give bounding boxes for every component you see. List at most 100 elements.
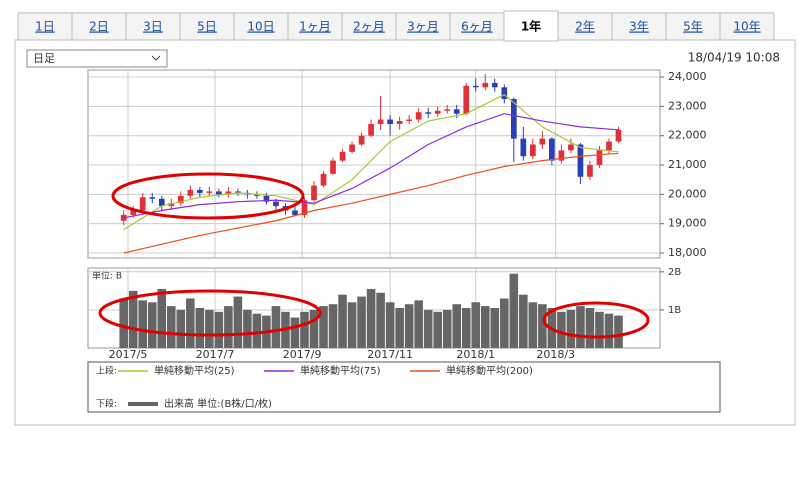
volume-bar <box>243 309 252 348</box>
candle-body <box>472 85 479 88</box>
tab-label[interactable]: 2ヶ月 <box>353 20 385 34</box>
candle-body <box>263 195 270 202</box>
volume-bar <box>442 309 452 348</box>
y-tick-label: 1B <box>668 305 681 316</box>
candle-body <box>463 85 470 114</box>
y-tick-label: 18,000 <box>668 246 707 259</box>
candle-body <box>377 119 384 124</box>
candle-body <box>577 144 584 177</box>
candle-body <box>196 189 203 193</box>
volume-bar <box>461 308 471 348</box>
y-tick-label: 2B <box>668 267 681 278</box>
candle-body <box>358 135 365 145</box>
candle-body <box>539 138 546 145</box>
timestamp: 18/04/19 10:08 <box>688 51 780 65</box>
candle-body <box>415 112 422 120</box>
x-tick-label: 2018/3 <box>536 348 575 361</box>
tab-label[interactable]: 2日 <box>89 20 109 34</box>
candle-body <box>510 99 517 139</box>
volume-bar <box>338 294 347 348</box>
price-pane <box>87 69 661 259</box>
tab[interactable] <box>665 12 721 41</box>
candle-body <box>339 151 346 161</box>
volume-bar <box>566 309 576 348</box>
volume-bar <box>490 308 500 348</box>
candle-body <box>216 191 222 195</box>
timeframe-select[interactable] <box>26 49 168 68</box>
volume-bar <box>300 311 309 348</box>
volume-bar <box>519 294 528 348</box>
x-tick-label: 2017/11 <box>367 348 413 361</box>
volume-bar <box>414 300 423 348</box>
tab-label[interactable]: 1年 <box>521 19 541 34</box>
tab[interactable] <box>557 12 613 41</box>
candle-body <box>158 198 165 207</box>
tab-label[interactable]: 2年 <box>575 20 595 34</box>
tab-label[interactable]: 3ヶ月 <box>407 20 439 34</box>
candle-body <box>501 87 508 100</box>
volume-bar <box>347 302 357 348</box>
volume-bar <box>119 298 128 348</box>
candle-body <box>349 144 355 152</box>
tab[interactable] <box>719 12 775 41</box>
legend-label: 出来高 単位:(B株/口/枚) <box>164 397 272 410</box>
tab[interactable] <box>233 12 289 41</box>
y-tick-label: 20,000 <box>668 187 707 200</box>
volume-bar <box>328 304 338 348</box>
legend-box <box>87 361 721 413</box>
volume-bar <box>357 296 366 348</box>
volume-bar <box>452 304 462 348</box>
tab[interactable] <box>71 12 127 41</box>
tab-label[interactable]: 10日 <box>247 20 274 34</box>
candle-body <box>311 185 317 201</box>
tab-label[interactable]: 1日 <box>35 20 55 34</box>
volume-bar <box>319 306 328 348</box>
candle-body <box>568 144 574 151</box>
candle-body <box>425 112 432 114</box>
y-tick-label: 24,000 <box>668 70 707 83</box>
volume-bar <box>595 311 604 348</box>
volume-bar <box>557 311 566 348</box>
candle-body <box>396 121 403 124</box>
tab[interactable] <box>179 12 235 41</box>
tab[interactable] <box>449 12 505 41</box>
legend-label: 単純移動平均(25) <box>154 364 235 377</box>
legend-upper-label: 上段: <box>96 365 117 377</box>
candle-body <box>235 191 241 193</box>
volume-bar <box>147 302 157 348</box>
candle-body <box>139 197 146 211</box>
tab[interactable] <box>341 12 397 41</box>
tab-label[interactable]: 1ヶ月 <box>299 20 331 34</box>
candle-body <box>596 150 603 166</box>
candle-body <box>520 138 527 157</box>
volume-unit: 単位: B <box>92 270 122 282</box>
tab-label[interactable]: 3日 <box>143 20 163 34</box>
tab[interactable] <box>287 12 343 41</box>
candle-body <box>406 119 413 122</box>
tab-label[interactable]: 10年 <box>733 20 760 34</box>
annotation-ellipse <box>98 289 322 337</box>
tab-label[interactable]: 5年 <box>683 20 703 34</box>
y-tick-label: 21,000 <box>668 158 707 171</box>
x-tick-label: 2017/7 <box>196 348 235 361</box>
candle-body <box>301 200 308 215</box>
tab[interactable] <box>611 12 667 41</box>
volume-bar <box>585 308 595 348</box>
tab[interactable] <box>395 12 451 41</box>
tab[interactable] <box>17 12 73 41</box>
candle-body <box>615 129 622 142</box>
volume-bar <box>576 306 585 348</box>
volume-bar <box>385 302 395 348</box>
x-tick-label: 2017/9 <box>283 348 322 361</box>
x-tick-label: 2018/1 <box>456 348 495 361</box>
volume-bar <box>509 273 519 348</box>
tab-label[interactable]: 5日 <box>197 20 217 34</box>
tab-label[interactable]: 3年 <box>629 20 649 34</box>
select-arrow <box>151 55 161 61</box>
candle-body <box>368 123 374 136</box>
volume-bar <box>471 302 481 348</box>
tab-label[interactable]: 6ヶ月 <box>461 20 493 34</box>
candle-body <box>529 144 536 157</box>
candle-body <box>387 119 393 124</box>
